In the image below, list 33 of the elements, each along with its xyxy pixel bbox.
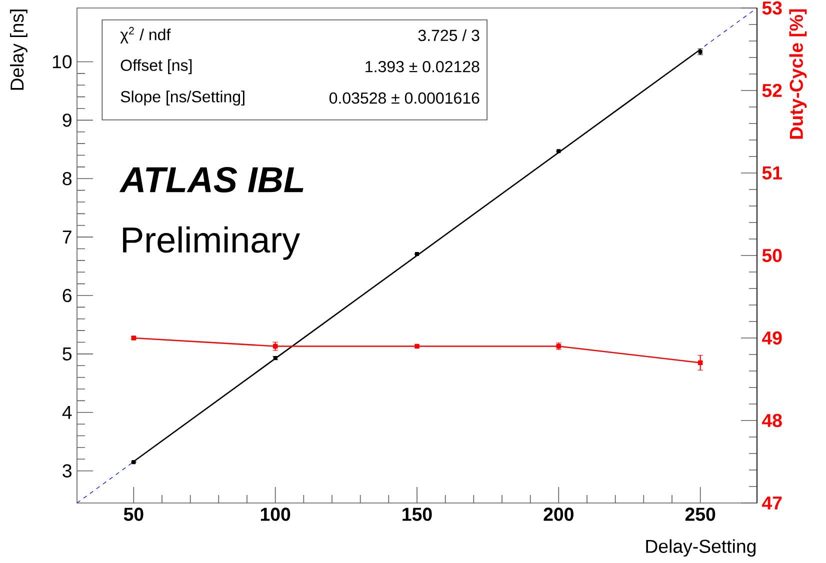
x-tick-label: 250 [685,508,716,521]
x-tick-label: 200 [544,508,574,521]
y-tick-label: 4 [62,406,72,419]
y2-tick-label: 51 [762,166,782,180]
y2-tick-label: 53 [762,1,782,15]
y-tick-label: 10 [52,55,72,68]
x-axis-title: Delay-Setting [646,539,756,557]
y-axis-title: Delay [ns] [10,10,28,90]
y2-axis-title: Duty-Cycle [%] [789,9,807,139]
annotation: 3.725 / 3 [418,29,480,42]
y2-tick-label: 47 [762,496,782,510]
y2-tick-label: 49 [762,331,782,345]
y2-tick-label: 50 [762,248,782,262]
y-tick-label: 7 [62,230,72,244]
annotation: 1.393 ± 0.02128 [366,60,480,72]
annotation: ATLAS IBL [119,167,304,193]
y-tick-label: 9 [62,114,72,127]
annotation: Preliminary [123,226,300,260]
annotation: 0.03528 ± 0.0001616 [329,92,480,104]
annotation: χ$^{2}$ / ndf [120,26,171,44]
point [698,360,703,366]
annotation: Offset [ns] [120,59,192,74]
annotation: Slope [ns/Setting] [120,90,244,106]
point [272,344,278,349]
x-tick-label: 50 [124,508,144,521]
y-tick-label: 8 [62,172,72,186]
y-tick-label: 5 [62,347,72,360]
y-tick-label: 6 [62,288,72,302]
y-tick-label: 3 [62,464,72,478]
x-tick-label: 100 [260,508,290,521]
x-tick-label: 150 [402,508,432,521]
y2-tick-label: 48 [762,414,782,428]
y2-tick-label: 52 [762,84,782,98]
